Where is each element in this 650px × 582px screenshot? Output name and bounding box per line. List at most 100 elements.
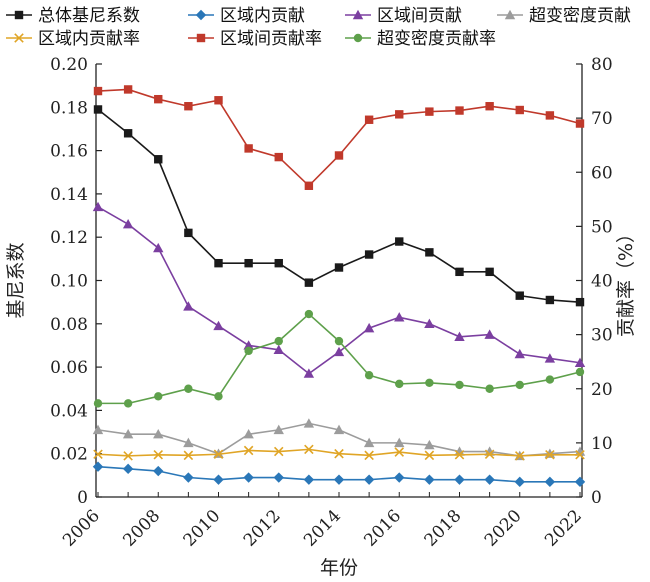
x-tick-label: 2012 — [240, 506, 285, 551]
series-2 — [92, 201, 586, 378]
y-tick-label: 0.14 — [50, 185, 88, 205]
data-point — [455, 267, 464, 277]
data-point — [425, 248, 434, 257]
series-5 — [93, 85, 585, 190]
data-point — [333, 474, 345, 485]
legend-item: 区域内贡献 — [188, 6, 305, 26]
series-1 — [92, 461, 586, 488]
data-point — [274, 336, 283, 346]
legend-swatch-marker — [14, 10, 24, 20]
data-point — [424, 439, 435, 450]
data-point — [364, 250, 374, 259]
data-point — [515, 380, 524, 390]
y-tick-label: 0.20 — [50, 55, 88, 75]
legend-label: 区域内贡献 — [220, 6, 305, 26]
data-point — [184, 102, 193, 111]
data-point — [364, 115, 374, 124]
data-point — [424, 318, 435, 328]
data-point — [214, 392, 223, 401]
x-tick-label: 2018 — [421, 506, 466, 551]
legend-label: 超变密度贡献 — [529, 6, 631, 26]
data-point — [244, 144, 253, 153]
y-tick-label: 0.10 — [50, 272, 88, 292]
data-point — [424, 474, 435, 485]
data-point — [514, 451, 525, 461]
legend-swatch-marker — [352, 9, 364, 20]
data-point — [123, 129, 133, 138]
legend-label: 超变密度贡献率 — [377, 29, 496, 49]
data-point — [184, 228, 193, 238]
data-point — [153, 450, 164, 460]
series-6 — [93, 309, 585, 408]
legend-item: 超变密度贡献率 — [345, 29, 496, 49]
legend-swatch-marker — [14, 33, 24, 43]
data-point — [545, 450, 555, 460]
data-point — [454, 450, 465, 460]
data-point — [454, 474, 465, 485]
data-point — [484, 449, 495, 460]
data-point — [484, 446, 495, 456]
data-point — [303, 474, 315, 485]
x-tick-label: 2022 — [541, 506, 586, 551]
y-tick-label: 0.16 — [50, 142, 88, 162]
data-point — [575, 450, 585, 460]
legend-item: 总体基尼系数 — [6, 6, 140, 26]
data-point — [574, 446, 586, 456]
data-point — [333, 424, 345, 435]
legend-item: 超变密度贡献 — [497, 6, 631, 26]
data-point — [304, 278, 314, 287]
series-line — [97, 88, 581, 187]
data-point — [92, 201, 104, 212]
data-point — [274, 258, 283, 268]
data-point — [303, 418, 315, 428]
data-point — [544, 476, 556, 488]
data-point — [395, 379, 404, 389]
legend-swatch-marker — [196, 33, 206, 43]
x-tick-label: 2020 — [481, 506, 526, 551]
data-point — [304, 444, 314, 455]
y-tick-label: 0.08 — [50, 315, 88, 335]
data-point — [575, 367, 585, 377]
data-point — [454, 446, 465, 456]
data-point — [244, 258, 253, 268]
data-point — [455, 380, 464, 390]
data-point — [574, 476, 586, 488]
data-point — [515, 291, 524, 300]
y2-tick-label: 70 — [591, 109, 613, 129]
legend-item: 区域间贡献率 — [188, 29, 322, 49]
x-tick-label: 2014 — [300, 506, 345, 551]
y2-tick-label: 10 — [591, 434, 613, 454]
data-point — [213, 320, 224, 331]
data-point — [334, 336, 344, 346]
data-point — [122, 429, 134, 439]
data-point — [334, 448, 344, 459]
series-4 — [93, 444, 585, 461]
data-point — [154, 392, 163, 401]
data-point — [92, 424, 104, 435]
data-point — [273, 446, 284, 457]
data-point — [304, 181, 314, 190]
data-point — [334, 151, 344, 160]
data-point — [183, 437, 194, 448]
y2-tick-label: 50 — [591, 217, 613, 237]
series-3 — [92, 418, 586, 461]
data-point — [514, 476, 525, 488]
y2-axis-title: 贡献率（%） — [615, 224, 637, 337]
y-tick-label: 0.02 — [50, 445, 88, 465]
data-point — [485, 102, 494, 111]
y-tick-label: 0.12 — [50, 228, 88, 248]
axes: 0 0.02 0.04 0.06 0.08 0.10 0.12 0.14 0.16 0.18 0.2… — [50, 55, 613, 551]
series-0 — [93, 105, 585, 307]
data-point — [485, 267, 494, 277]
data-point — [424, 450, 435, 461]
data-point — [425, 107, 434, 116]
data-point — [123, 399, 133, 408]
data-point — [154, 155, 163, 164]
data-point — [122, 219, 134, 229]
data-point — [243, 429, 254, 439]
legend-label: 区域内贡献率 — [38, 29, 140, 49]
legend-swatch-marker — [504, 9, 516, 20]
series-line — [98, 312, 581, 405]
